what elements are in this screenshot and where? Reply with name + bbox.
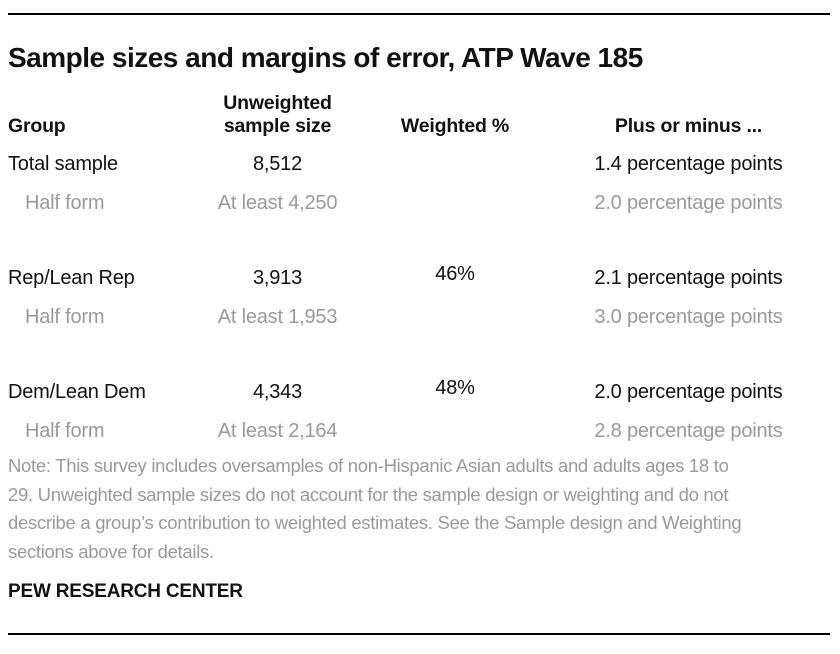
group-cell: Half form	[25, 420, 105, 442]
col-header-weighted: Weighted %	[400, 115, 510, 137]
group-cell: Half form	[25, 306, 105, 328]
group-spacer	[0, 337, 840, 373]
weighted-cell: 46%	[435, 263, 475, 285]
table-row-half-form-rep: Half form At least 1,953 3.0 percentage …	[0, 298, 840, 337]
top-divider	[8, 13, 830, 15]
moe-cell: 3.0 percentage points	[594, 306, 783, 328]
unweighted-cell: 8,512	[252, 153, 303, 175]
unweighted-cell: 3,913	[252, 267, 303, 289]
note-line: sections above for details.	[8, 540, 214, 562]
group-cell: Rep/Lean Rep	[8, 267, 135, 289]
col-header-unweighted: Unweighted sample size	[170, 92, 385, 138]
group-cell: Total sample	[8, 153, 118, 175]
unweighted-cell: At least 4,250	[217, 192, 338, 214]
group-spacer	[0, 223, 840, 259]
table-row-half-form-dem: Half form At least 2,164 2.8 percentage …	[0, 412, 840, 451]
unweighted-cell: At least 2,164	[217, 420, 338, 442]
col-header-group: Group	[8, 115, 66, 137]
col-header-unweighted-line1: Unweighted	[223, 92, 332, 114]
col-header-unweighted-line2: sample size	[223, 115, 332, 137]
table-header-row: Group Unweighted sample size Weighted % …	[0, 86, 840, 145]
moe-cell: 2.0 percentage points	[594, 192, 783, 214]
table-note: Note: This survey includes oversamples o…	[8, 452, 742, 566]
moe-cell: 1.4 percentage points	[594, 153, 783, 175]
unweighted-cell: At least 1,953	[217, 306, 338, 328]
moe-cell: 2.0 percentage points	[594, 381, 783, 403]
table-row-dem-lean-dem: Dem/Lean Dem 4,343 48% 2.0 percentage po…	[0, 373, 840, 412]
table-row-rep-lean-rep: Rep/Lean Rep 3,913 46% 2.1 percentage po…	[0, 259, 840, 298]
moe-cell: 2.1 percentage points	[594, 267, 783, 289]
page-title: Sample sizes and margins of error, ATP W…	[8, 42, 643, 73]
sample-size-table: Group Unweighted sample size Weighted % …	[0, 86, 840, 451]
unweighted-cell: 4,343	[252, 381, 303, 403]
note-line: 29. Unweighted sample sizes do not accou…	[8, 483, 729, 505]
table-row-total-sample: Total sample 8,512 1.4 percentage points	[0, 145, 840, 184]
weighted-cell: 48%	[435, 377, 475, 399]
group-cell: Dem/Lean Dem	[8, 381, 146, 403]
note-line: describe a group’s contribution to weigh…	[8, 512, 742, 533]
table-row-half-form-total: Half form At least 4,250 2.0 percentage …	[0, 184, 840, 223]
note-line: Note: This survey includes oversamples o…	[8, 455, 729, 476]
col-header-plus-minus: Plus or minus ...	[614, 115, 763, 137]
moe-cell: 2.8 percentage points	[594, 420, 783, 442]
group-cell: Half form	[25, 192, 105, 214]
source-label: PEW RESEARCH CENTER	[8, 581, 243, 602]
bottom-divider	[8, 633, 830, 635]
